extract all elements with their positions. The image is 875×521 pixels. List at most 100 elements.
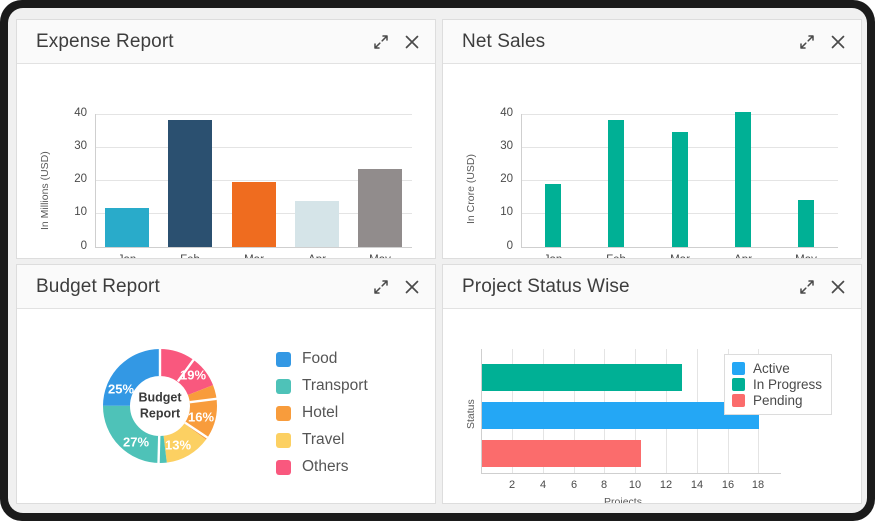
- bar-jan[interactable]: [545, 184, 561, 247]
- legend-item-in-progress[interactable]: In Progress: [732, 377, 822, 392]
- bar-may[interactable]: [798, 200, 814, 247]
- card-title-expense: Expense Report: [36, 30, 174, 52]
- legend-swatch-hotel: [276, 405, 291, 421]
- x-tick-label: Mar: [658, 254, 702, 258]
- x-tick-label: May: [358, 254, 402, 258]
- card-header-actions-project: [799, 279, 846, 295]
- legend-item-food[interactable]: Food: [276, 350, 337, 368]
- legend-swatch-in-progress: [732, 378, 745, 391]
- bar-active[interactable]: [482, 402, 759, 429]
- expand-icon[interactable]: [799, 34, 815, 50]
- y-tick-label: 40: [500, 107, 513, 119]
- x-tick-label: 14: [690, 479, 704, 491]
- legend-swatch-pending: [732, 394, 745, 407]
- x-tick-label: Apr: [295, 254, 339, 258]
- card-header-netsales: Net Sales: [443, 20, 861, 64]
- legend-label-food: Food: [302, 350, 338, 367]
- x-axis-label: Projects: [604, 496, 642, 503]
- x-axis-line: [95, 247, 412, 248]
- card-title-project: Project Status Wise: [462, 275, 630, 297]
- bar-feb[interactable]: [168, 120, 212, 247]
- card-header-actions-expense: [373, 34, 420, 50]
- y-axis-line: [95, 114, 96, 248]
- chart-net-sales: In Crore (USD) 40 30 20 10 0 Jan: [443, 64, 861, 258]
- close-icon[interactable]: [830, 279, 846, 295]
- legend-item-travel[interactable]: Travel: [276, 431, 345, 449]
- legend-item-pending[interactable]: Pending: [732, 393, 822, 408]
- bar-in-progress[interactable]: [482, 364, 682, 391]
- donut-center-label: Budget Report: [138, 390, 181, 421]
- legend-item-others[interactable]: Others: [276, 458, 349, 476]
- legend-label-others: Others: [302, 458, 349, 475]
- legend-label-travel: Travel: [302, 431, 345, 448]
- x-tick-label: 2: [508, 479, 516, 491]
- y-tick-label: 20: [74, 173, 87, 185]
- slice-label-travel: 13%: [164, 437, 192, 453]
- x-axis-line: [481, 473, 781, 474]
- x-tick-label: 4: [539, 479, 547, 491]
- gridline: [95, 180, 412, 181]
- expand-icon[interactable]: [373, 34, 389, 50]
- x-tick-label: 6: [570, 479, 578, 491]
- donut-chart: Budget Report 19% 16% 13% 27% 25%: [93, 339, 227, 473]
- gridline: [521, 114, 838, 115]
- x-tick-label: 10: [628, 479, 642, 491]
- card-header-actions-budget: [373, 279, 420, 295]
- chart-project-status: Status 2 4 6: [443, 309, 861, 503]
- bar-pending[interactable]: [482, 440, 641, 467]
- y-axis-label: Status: [465, 399, 477, 429]
- x-tick-label: 8: [600, 479, 608, 491]
- y-axis-line: [521, 114, 522, 248]
- card-header-budget: Budget Report: [17, 265, 435, 309]
- donut-center-line2: Report: [139, 406, 181, 420]
- dashboard-screen: Expense Report In Million: [8, 8, 867, 513]
- legend-label-transport: Transport: [302, 377, 368, 394]
- y-tick-label: 0: [506, 240, 513, 252]
- slice-label-hotel: 16%: [187, 409, 215, 425]
- x-tick-label: Feb: [594, 254, 638, 258]
- slice-label-food: 25%: [107, 381, 135, 397]
- x-tick-label: Jan: [105, 254, 149, 258]
- legend-label-hotel: Hotel: [302, 404, 339, 421]
- bar-apr[interactable]: [295, 201, 339, 247]
- legend-item-active[interactable]: Active: [732, 361, 822, 376]
- y-tick-label: 20: [500, 173, 513, 185]
- x-tick-label: 12: [659, 479, 673, 491]
- donut-center-line1: Budget: [138, 390, 182, 405]
- legend-label-in-progress: In Progress: [753, 377, 823, 392]
- legend-swatch-travel: [276, 432, 291, 448]
- card-net-sales: Net Sales In Crore (USD): [442, 19, 862, 259]
- legend-swatch-food: [276, 351, 291, 367]
- bar-mar[interactable]: [232, 182, 276, 247]
- legend-label-pending: Pending: [753, 393, 803, 408]
- x-tick-label: 16: [721, 479, 735, 491]
- legend-swatch-others: [276, 459, 291, 475]
- chart-budget-report: Budget Report 19% 16% 13% 27% 25% Food: [17, 309, 435, 503]
- expand-icon[interactable]: [799, 279, 815, 295]
- x-axis-line: [521, 247, 838, 248]
- chart-expense-report: In Millions (USD) 40 30 20 10 0: [17, 64, 435, 258]
- bar-mar[interactable]: [672, 132, 688, 247]
- slice-hotel[interactable]: [103, 349, 217, 463]
- bar-jan[interactable]: [105, 208, 149, 247]
- legend-swatch-transport: [276, 378, 291, 394]
- close-icon[interactable]: [830, 34, 846, 50]
- close-icon[interactable]: [404, 279, 420, 295]
- card-header-project: Project Status Wise: [443, 265, 861, 309]
- y-tick-label: 10: [74, 206, 87, 218]
- slice-label-others: 19%: [179, 367, 207, 383]
- bar-feb[interactable]: [608, 120, 624, 247]
- expand-icon[interactable]: [373, 279, 389, 295]
- y-axis-line: [481, 349, 482, 473]
- bar-may[interactable]: [358, 169, 402, 247]
- legend-item-hotel[interactable]: Hotel: [276, 404, 338, 422]
- chart-legend: Active In Progress Pending: [724, 354, 833, 415]
- y-tick-label: 0: [80, 240, 87, 252]
- bar-apr[interactable]: [735, 112, 751, 247]
- y-axis-label: In Crore (USD): [465, 153, 477, 224]
- legend-item-transport[interactable]: Transport: [276, 377, 368, 395]
- x-tick-label: May: [784, 254, 828, 258]
- card-title-netsales: Net Sales: [462, 30, 546, 52]
- close-icon[interactable]: [404, 34, 420, 50]
- x-tick-label: Mar: [232, 254, 276, 258]
